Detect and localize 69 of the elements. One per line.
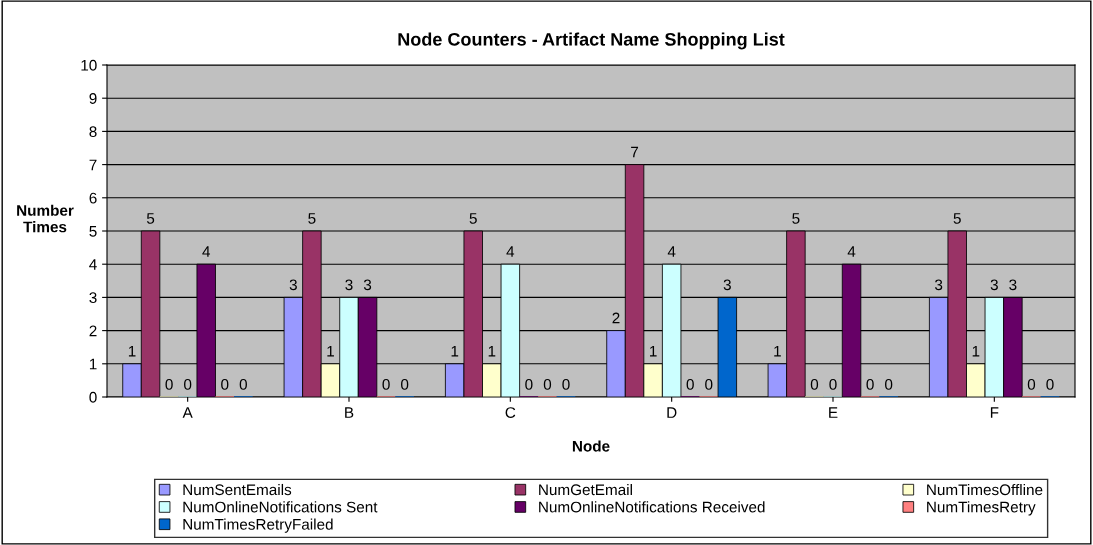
data-label: 0 [382,378,390,390]
data-label: 4 [847,246,856,257]
data-label: 0 [1046,378,1054,390]
data-label: 0 [810,378,819,390]
legend-label: NumTimesOffline [927,483,1043,496]
x-tick-label: D [667,407,677,418]
data-label: 3 [935,279,943,291]
y-tick-label: 4 [89,259,97,270]
data-label: 0 [543,378,552,390]
data-label: 1 [972,345,980,357]
data-label: 1 [774,345,781,357]
data-label: 7 [631,146,639,158]
data-label: 5 [308,213,316,224]
y-tick-label: 7 [89,159,97,171]
legend-label: NumOnlineNotifications Received [539,501,765,513]
legend-label: NumTimesRetry [927,501,1036,516]
data-label: 0 [829,378,837,390]
x-tick-label: A [182,407,193,418]
data-label: 3 [990,279,998,291]
legend-label: NumTimesRetryFailed [183,518,333,533]
data-label: 4 [667,246,676,257]
y-tick-label: 6 [89,192,97,204]
data-label: 0 [165,378,173,390]
y-tick-label: 1 [89,358,97,370]
x-tick-label: E [829,407,838,418]
data-label: 1 [128,345,136,357]
data-label: 0 [239,378,247,390]
data-label: 0 [705,378,713,390]
y-tick-label: 3 [89,292,97,304]
data-label: 2 [612,312,620,324]
data-label: 3 [1009,279,1017,291]
y-tick-label: 0 [89,391,97,403]
chart-title: Node Counters - Artifact Name Shopping List [398,32,785,50]
x-tick-label: F [990,407,999,418]
data-label: 0 [686,378,694,390]
data-label: 4 [202,246,211,257]
y-tick-label: 10 [81,59,97,71]
data-label: 0 [184,378,192,390]
y-tick-label: 2 [89,325,97,337]
data-label: 5 [953,213,961,224]
data-label: 3 [723,279,731,291]
data-label: 3 [345,279,353,291]
data-label: 1 [488,345,496,357]
data-label: 0 [885,378,893,390]
data-label: 3 [363,279,372,291]
data-label: 1 [327,345,334,357]
x-tick-label: C [505,407,516,418]
data-label: 4 [506,246,515,257]
data-label: 1 [650,345,657,357]
y-axis-title: Number Times [17,204,74,233]
data-label: 1 [451,345,459,357]
data-label: 3 [289,279,297,291]
x-axis-title: Node [572,440,610,452]
data-label: 5 [469,213,477,224]
x-tick-label: B [345,407,354,418]
data-label: 0 [401,378,409,390]
y-tick-label: 5 [89,226,97,237]
y-tick-label: 8 [89,126,97,138]
data-label: 5 [146,213,155,224]
data-label: 0 [525,378,533,390]
data-label: 0 [866,378,874,390]
legend-label: NumGetEmail [539,483,632,496]
y-tick-label: 9 [89,93,97,104]
data-label: 5 [792,213,800,224]
data-label: 0 [1027,378,1036,390]
legend-label: NumOnlineNotifications Sent [183,501,378,513]
legend-label: NumSentEmails [183,483,292,496]
data-label: 0 [221,378,229,390]
data-label: 0 [562,378,570,390]
